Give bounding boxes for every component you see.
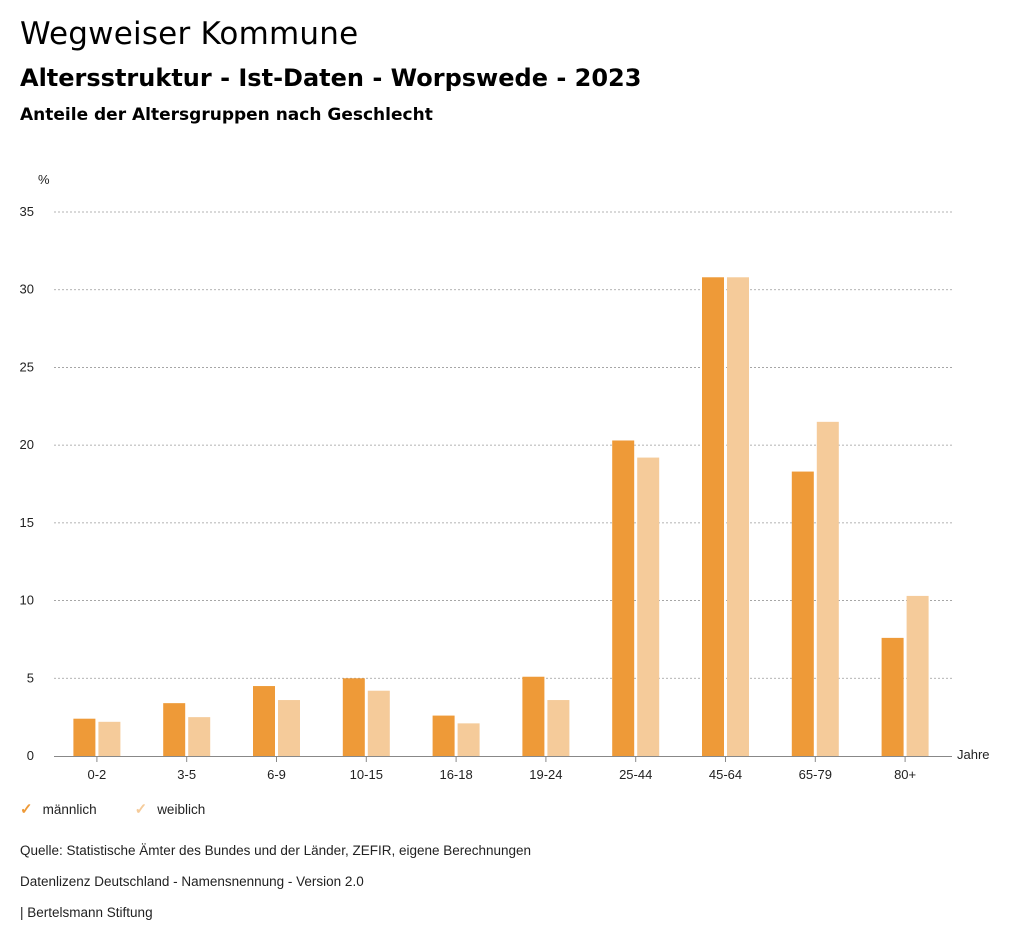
legend-label-male: männlich <box>42 802 97 817</box>
legend-item-male[interactable]: ✓ männlich <box>20 802 97 817</box>
bar-male-80+[interactable] <box>881 637 904 756</box>
x-axis-label: Jahre <box>957 747 990 762</box>
bar-chart: 0 5 10 15 20 25 30 35 0-2 3-5 6-9 10-15 16-18 19-24 2… <box>20 172 990 782</box>
source-note: Quelle: Statistische Ämter des Bundes un… <box>20 843 532 858</box>
bar-male-10-15[interactable] <box>342 678 365 756</box>
legend: ✓ männlich ✓ weiblich <box>20 802 205 817</box>
page-title: Wegweiser Kommune <box>20 16 359 52</box>
x-axis-ticks: 0-2 3-5 6-9 10-15 16-18 19-24 25-44 45-64 65-79 8… <box>54 756 952 782</box>
x-tick-label: 0-2 <box>88 767 107 782</box>
bar-male-0-2[interactable] <box>73 718 96 756</box>
publisher-note: | Bertelsmann Stiftung <box>20 905 153 920</box>
x-tick-label: 19-24 <box>529 767 562 782</box>
bar-male-6-9[interactable] <box>253 686 275 756</box>
y-tick-label: 5 <box>27 670 34 685</box>
x-tick-label: 10-15 <box>350 767 383 782</box>
x-tick-label: 16-18 <box>439 767 472 782</box>
bar-female-16-18[interactable] <box>457 723 480 756</box>
chart-description: Anteile der Altersgruppen nach Geschlech… <box>20 105 433 125</box>
y-axis-label: % <box>38 172 50 187</box>
bar-female-6-9[interactable] <box>278 700 300 756</box>
bar-male-65-79[interactable] <box>791 471 814 756</box>
bar-female-19-24[interactable] <box>547 700 570 756</box>
bar-male-16-18[interactable] <box>432 715 455 756</box>
bar-female-10-15[interactable] <box>367 690 390 756</box>
x-tick-label: 45-64 <box>709 767 742 782</box>
x-tick-label: 3-5 <box>177 767 196 782</box>
bar-female-80+[interactable] <box>906 595 929 756</box>
y-axis-ticks: 0 5 10 15 20 25 30 35 <box>20 204 34 763</box>
bar-female-0-2[interactable] <box>98 721 121 756</box>
bar-female-65-79[interactable] <box>816 421 839 756</box>
bar-female-45-64[interactable] <box>727 277 749 756</box>
x-tick-label: 6-9 <box>267 767 286 782</box>
y-tick-label: 25 <box>20 359 34 374</box>
bar-male-25-44[interactable] <box>612 440 635 756</box>
chart-subtitle: Altersstruktur - Ist-Daten - Worpswede -… <box>20 64 642 92</box>
bar-male-3-5[interactable] <box>163 703 186 756</box>
license-note: Datenlizenz Deutschland - Namensnennung … <box>20 874 364 889</box>
bar-female-3-5[interactable] <box>188 717 211 756</box>
legend-label-female: weiblich <box>157 802 206 817</box>
x-tick-label: 65-79 <box>799 767 832 782</box>
y-tick-label: 30 <box>20 282 34 297</box>
checkmark-icon: ✓ <box>134 801 148 818</box>
y-tick-label: 0 <box>27 748 34 763</box>
y-tick-label: 10 <box>20 593 34 608</box>
x-tick-label: 80+ <box>894 767 916 782</box>
x-tick-label: 25-44 <box>619 767 652 782</box>
legend-item-female[interactable]: ✓ weiblich <box>135 802 206 817</box>
bar-male-19-24[interactable] <box>522 676 545 756</box>
checkmark-icon: ✓ <box>20 801 33 818</box>
bars <box>73 277 929 756</box>
y-tick-label: 20 <box>20 437 34 452</box>
bar-female-25-44[interactable] <box>637 457 660 756</box>
y-tick-label: 15 <box>20 515 34 530</box>
bar-male-45-64[interactable] <box>702 277 724 756</box>
y-tick-label: 35 <box>20 204 34 219</box>
